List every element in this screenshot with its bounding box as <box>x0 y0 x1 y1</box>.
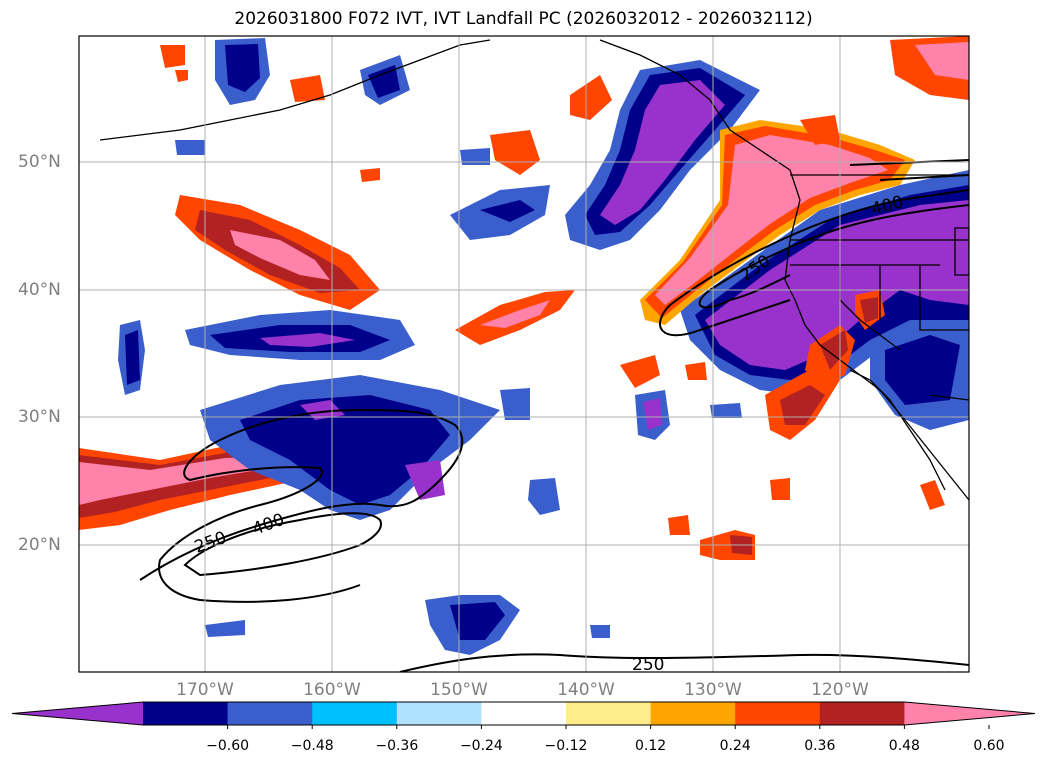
graticule <box>79 36 969 672</box>
colorbar-tick-label: 0.60 <box>973 738 1005 754</box>
figure-title: 2026031800 F072 IVT, IVT Landfall PC (20… <box>234 9 813 29</box>
colorbar-segment <box>312 702 398 725</box>
contour-label: 250 <box>632 655 664 675</box>
colorbar-tick-label: 0.12 <box>635 738 667 754</box>
colorbar-tick-label: −0.36 <box>375 738 419 754</box>
colorbar-segment <box>819 702 905 725</box>
lon-label: 160°W <box>303 680 361 700</box>
colorbar-outline <box>11 701 1036 726</box>
colorbar-tick-label: −0.24 <box>459 738 503 754</box>
colorbar-tick-label: −0.48 <box>290 738 334 754</box>
lat-label: 20°N <box>18 535 61 555</box>
map-frame <box>78 35 970 673</box>
colorbar <box>11 701 1036 729</box>
colorbar-segment <box>143 702 229 725</box>
colorbar-segment <box>650 702 736 725</box>
lat-label: 40°N <box>18 280 61 300</box>
lat-label: 30°N <box>18 407 61 427</box>
colorbar-segment <box>735 702 821 725</box>
colorbar-segment <box>566 702 652 725</box>
lat-label: 50°N <box>18 152 61 172</box>
lon-label: 170°W <box>176 680 234 700</box>
colorbar-extend-max <box>904 702 1035 725</box>
colorbar-tick-label: −0.60 <box>206 738 250 754</box>
colorbar-segment <box>396 702 482 725</box>
colorbar-tick-label: 0.24 <box>719 738 751 754</box>
colorbar-segment <box>227 702 313 725</box>
lon-label: 120°W <box>811 680 869 700</box>
colorbar-tick-label: −0.12 <box>544 738 588 754</box>
colorbar-extend-min <box>12 702 143 725</box>
colorbar-tick-label: 0.48 <box>888 738 920 754</box>
lon-label: 150°W <box>430 680 488 700</box>
ivt-field <box>79 36 969 672</box>
lon-label: 140°W <box>557 680 615 700</box>
colorbar-tick-label: 0.36 <box>804 738 836 754</box>
colorbar-segment <box>481 702 567 725</box>
lon-label: 130°W <box>684 680 742 700</box>
